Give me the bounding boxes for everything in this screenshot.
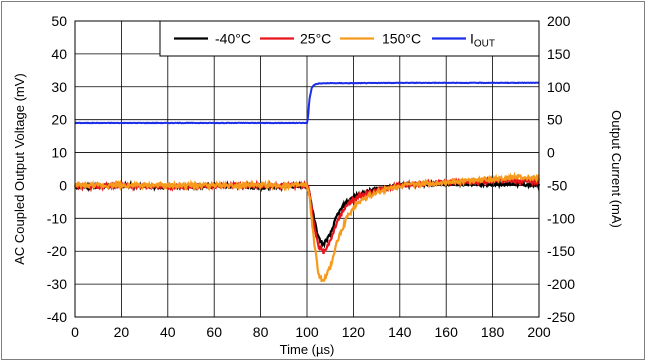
y-left-tick-label: -30	[47, 276, 67, 292]
y-right-tick-label: 0	[547, 145, 555, 161]
legend-label-3: IOUT	[470, 31, 495, 50]
y-right-tick-label: 100	[547, 79, 571, 95]
y-left-tick-label: 20	[51, 112, 67, 128]
legend-label-0: -40°C	[215, 31, 251, 47]
y-left-tick-label: 0	[59, 177, 67, 193]
y-right-tick-label: 200	[547, 13, 571, 29]
y-right-tick-label: 50	[547, 112, 563, 128]
legend-label-2: 150°C	[382, 31, 421, 47]
x-tick-label: 120	[342, 324, 366, 340]
y-right-tick-label: -150	[547, 243, 575, 259]
x-tick-label: 200	[527, 324, 551, 340]
y-right-tick-label: -50	[547, 177, 567, 193]
x-tick-label: 40	[160, 324, 176, 340]
x-tick-label: 180	[481, 324, 505, 340]
y-left-tick-label: -20	[47, 243, 67, 259]
y-left-tick-label: -10	[47, 210, 67, 226]
y-left-tick-label: 10	[51, 145, 67, 161]
legend: -40°C 25°C 150°C IOUT	[159, 20, 540, 57]
y-axis-right-label: Output Current (mA)	[609, 110, 624, 228]
tick-labels: 0 20 40 60 80 100 120 140 160 180 200-40-30-20-100…	[47, 13, 575, 340]
grid	[74, 20, 540, 318]
series-layer	[73, 81, 541, 283]
y-right-tick-label: -100	[547, 210, 575, 226]
legend-label-1: 25°C	[300, 31, 331, 47]
series-line-2	[73, 171, 541, 283]
y-right-tick-label: 150	[547, 46, 571, 62]
x-tick-label: 20	[114, 324, 130, 340]
y-left-tick-label: -40	[47, 309, 67, 325]
y-left-tick-label: 50	[51, 13, 67, 29]
y-left-tick-label: 40	[51, 46, 67, 62]
x-tick-label: 60	[206, 324, 222, 340]
x-tick-label: 0	[71, 324, 79, 340]
x-tick-label: 140	[388, 324, 412, 340]
x-tick-label: 100	[295, 324, 319, 340]
y-right-tick-label: -200	[547, 276, 575, 292]
x-tick-label: 160	[435, 324, 459, 340]
y-left-tick-label: 30	[51, 79, 67, 95]
y-right-tick-label: -250	[547, 309, 575, 325]
x-tick-label: 80	[253, 324, 269, 340]
y-axis-left-label: AC Coupled Output Voltage (mV)	[12, 73, 27, 265]
x-axis-label: Time (µs)	[280, 342, 335, 357]
series-line-3	[74, 81, 540, 125]
